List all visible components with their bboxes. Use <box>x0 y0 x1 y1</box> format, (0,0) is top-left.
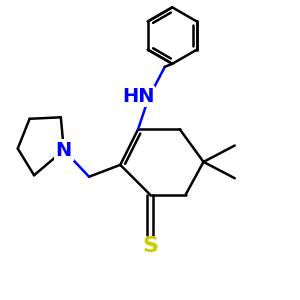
Text: HN: HN <box>122 87 154 106</box>
Text: N: N <box>56 140 72 160</box>
Text: S: S <box>142 236 158 256</box>
